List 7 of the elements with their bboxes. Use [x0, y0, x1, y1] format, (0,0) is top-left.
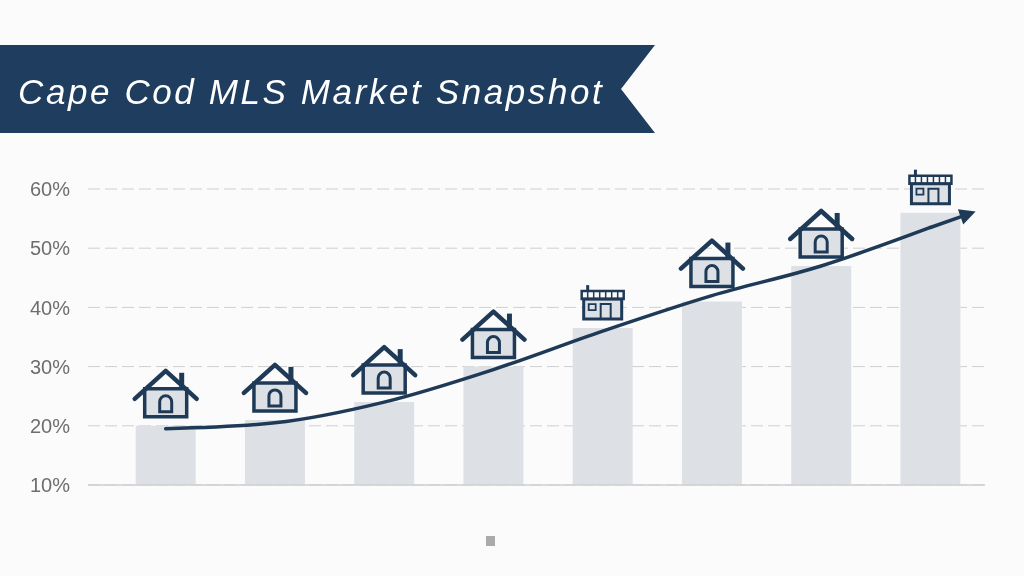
y-tick-label: 60%: [29, 178, 71, 201]
y-tick-label: 40%: [29, 296, 71, 319]
y-tick-label: 10%: [29, 474, 71, 497]
y-tick-label: 20%: [29, 414, 71, 437]
y-tick-label: 30%: [29, 355, 71, 378]
chart-title: Cape Cod MLS Market Snapshot: [18, 72, 605, 111]
y-tick-label: 50%: [29, 237, 71, 260]
